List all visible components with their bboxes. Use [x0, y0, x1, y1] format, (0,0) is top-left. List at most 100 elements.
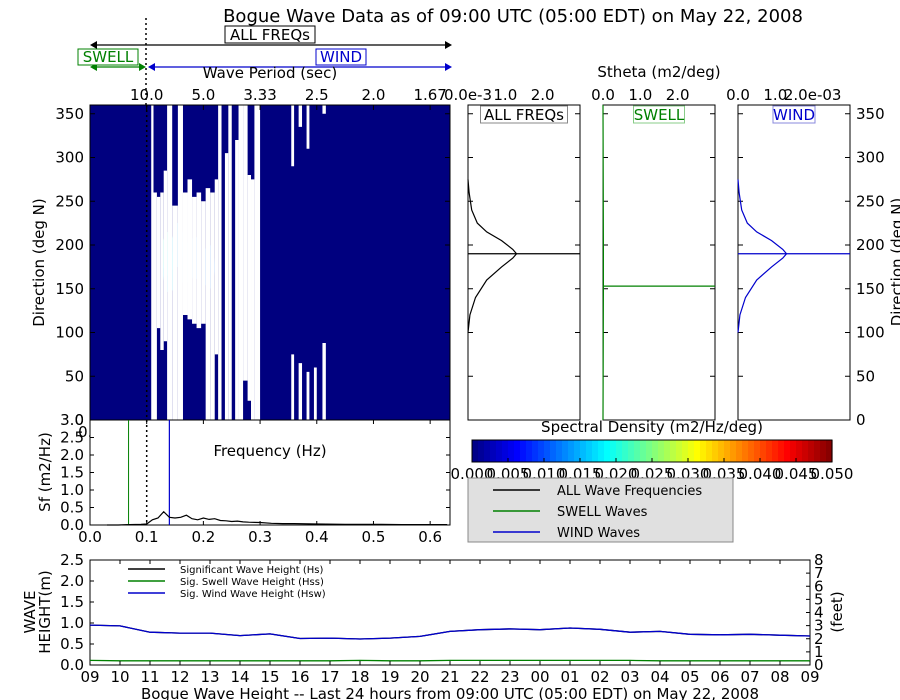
panel-label: SWELL	[634, 106, 685, 124]
no-data-column	[306, 371, 310, 420]
right-y-tick-label: 0	[814, 656, 824, 674]
colorbar-segment	[730, 440, 737, 462]
y-tick-label: 250	[55, 192, 84, 210]
wind-label-box	[315, 48, 367, 66]
stheta-panel-frame	[602, 104, 716, 421]
y-tick-label: 0	[74, 411, 84, 429]
right-y-tick-label: 6	[814, 577, 824, 595]
no-data-column	[210, 192, 215, 420]
period-tick-label: 2.0	[362, 86, 386, 104]
stheta-panel-frame	[467, 104, 581, 421]
stheta-curve	[467, 179, 518, 333]
y-tick-label: 0.0	[60, 656, 84, 674]
colorbar-tick-label: 0.050	[811, 465, 854, 483]
colorbar-segment	[472, 440, 479, 462]
no-data-column	[192, 196, 197, 324]
heatmap-y-axis-label: Direction (deg N)	[30, 198, 48, 327]
x-tick-label: 0.1	[135, 528, 159, 546]
hour-tick-label: 08	[770, 668, 789, 686]
x-tick-label: 0.5	[362, 528, 386, 546]
y-tick-label: 2.0	[60, 446, 84, 464]
hour-tick-label: 01	[560, 668, 579, 686]
colorbar-segment	[754, 440, 761, 462]
hour-tick-label: 00	[530, 668, 549, 686]
y-tick-label: 1.0	[60, 614, 84, 632]
right-y-tick-label: 200	[856, 236, 885, 254]
hour-tick-label: 14	[230, 668, 249, 686]
stheta-x-tick-label: 0.0	[591, 86, 615, 104]
colorbar-segment	[772, 440, 779, 462]
colorbar-segment	[484, 440, 491, 462]
panel-label: WIND	[773, 106, 815, 124]
no-data-column	[153, 192, 157, 420]
no-data-column	[187, 179, 193, 320]
y-tick-label: 0.0	[60, 516, 84, 534]
colorbar-segment	[634, 440, 641, 462]
all-freqs-arrow-right-head	[445, 41, 452, 49]
period-tick-label: 2.5	[305, 86, 329, 104]
colorbar-segment	[550, 440, 557, 462]
colorbar-segment	[742, 440, 749, 462]
legend-label: ALL Wave Frequencies	[557, 484, 702, 499]
y-tick-label: 0.5	[60, 635, 84, 653]
colorbar-segment	[820, 440, 827, 462]
no-data-column	[322, 343, 326, 420]
hour-tick-label: 09	[800, 668, 819, 686]
hour-tick-label: 17	[320, 668, 339, 686]
no-data-column	[177, 105, 183, 420]
colorbar-segment	[502, 440, 509, 462]
no-data-column	[201, 201, 206, 324]
panel-label: ALL FREQs	[484, 106, 564, 124]
colorbar-segment	[532, 440, 539, 462]
swell-label-box	[77, 48, 139, 66]
colorbar-segment	[718, 440, 725, 462]
no-data-column	[172, 205, 178, 420]
right-y-tick-label: 4	[814, 604, 824, 622]
no-data-column	[235, 140, 239, 420]
wind-arrow-left-head	[148, 63, 155, 71]
height-right-axis-label: (feet)	[828, 591, 846, 632]
colorbar-segment	[652, 440, 659, 462]
heatmap-x-axis-label: Frequency (Hz)	[213, 442, 326, 460]
no-data-column	[298, 363, 303, 420]
no-data-column	[182, 192, 188, 315]
colorbar-segment	[802, 440, 809, 462]
colorbar-segment	[616, 440, 623, 462]
colorbar-segment	[622, 440, 629, 462]
right-y-tick-label: 5	[814, 590, 824, 608]
no-data-column	[205, 188, 211, 420]
hour-tick-label: 21	[440, 668, 459, 686]
stheta-x-tick-label: 0.0e-3	[444, 86, 492, 104]
no-data-column	[298, 105, 303, 127]
hour-tick-label: 23	[500, 668, 519, 686]
legend: ALL Wave Frequencies SWELL Waves WIND Wave…	[467, 477, 734, 543]
no-data-column	[151, 105, 154, 420]
right-y-tick-label: 0	[856, 411, 866, 429]
colorbar-segment	[508, 440, 515, 462]
right-y-tick-label: 8	[814, 551, 824, 569]
hour-tick-label: 19	[380, 668, 399, 686]
all-freqs-arrow-left-head	[90, 41, 97, 49]
hour-tick-label: 05	[680, 668, 699, 686]
no-data-column	[160, 192, 164, 350]
no-data-column	[163, 170, 168, 342]
swell-band-label: SWELL	[83, 48, 134, 66]
hour-tick-label: 13	[200, 668, 219, 686]
colorbar-segment	[778, 440, 785, 462]
colorbar-segment	[706, 440, 713, 462]
height-x-axis-label: Bogue Wave Height -- Last 24 hours from …	[141, 685, 759, 700]
hour-tick-label: 15	[260, 668, 279, 686]
hour-tick-label: 06	[710, 668, 729, 686]
colorbar-segment	[514, 440, 521, 462]
colorbar-segment	[574, 440, 581, 462]
no-data-column	[291, 105, 295, 167]
x-tick-label: 0.0	[78, 528, 102, 546]
right-y-tick-label: 350	[856, 105, 885, 123]
hour-tick-label: 03	[620, 668, 639, 686]
colorbar-segment	[736, 440, 743, 462]
colorbar-tick-label: 0.040	[739, 465, 782, 483]
colorbar-title: Spectral Density (m2/Hz/deg)	[541, 418, 763, 436]
colorbar-segment	[478, 440, 485, 462]
